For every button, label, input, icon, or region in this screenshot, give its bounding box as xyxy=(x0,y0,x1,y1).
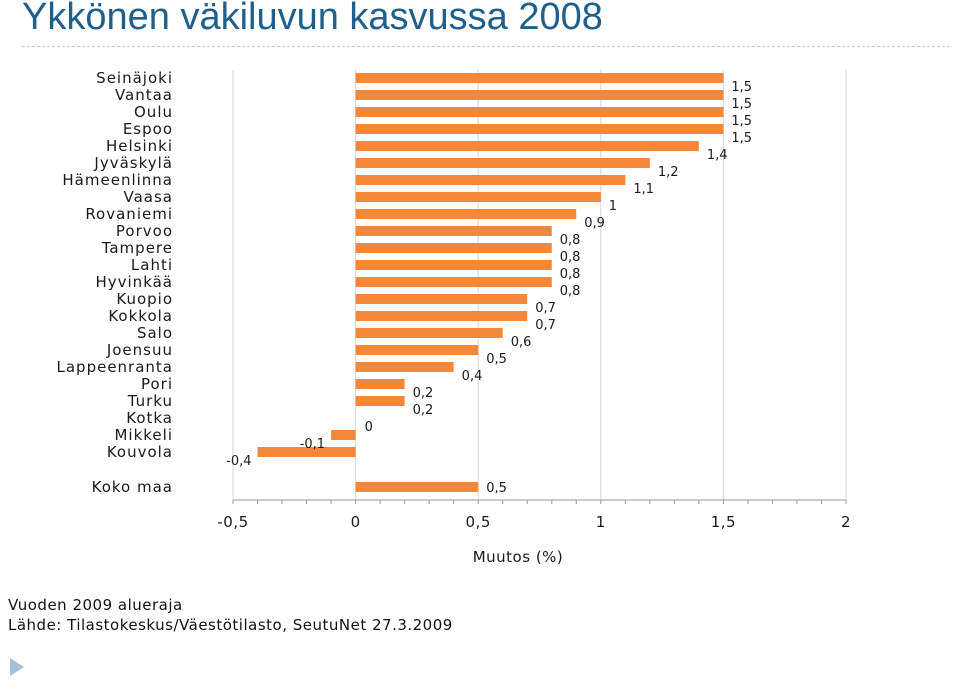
category-label: Pori xyxy=(141,375,173,393)
data-label: 0,8 xyxy=(560,284,581,299)
category-label: Tampere xyxy=(101,239,173,257)
x-tick-label: 0,5 xyxy=(466,513,491,531)
data-label: 1,5 xyxy=(731,97,752,112)
bar xyxy=(355,294,528,304)
source-note: Lähde: Tilastokeskus/Väestötilasto, Seut… xyxy=(8,616,453,634)
data-label: 0,5 xyxy=(486,481,507,496)
category-label: Hämeenlinna xyxy=(62,171,173,189)
data-label: 0,8 xyxy=(560,233,581,248)
category-label: Seinäjoki xyxy=(96,69,173,87)
x-tick-label: 1 xyxy=(596,513,606,531)
page-title: Ykkönen väkiluvun kasvussa 2008 xyxy=(22,0,603,38)
category-label: Lappeenranta xyxy=(57,358,174,376)
bar xyxy=(355,192,601,202)
bar xyxy=(355,482,479,492)
labels: -0,5 0 0,5 1 1,5 2 Seinäjoki 1,5 Vantaa 1,5 Oulu 1,… xyxy=(57,69,851,531)
category-label: Rovaniemi xyxy=(85,205,173,223)
bar xyxy=(257,447,356,457)
data-label: 0,2 xyxy=(413,386,434,401)
category-label: Salo xyxy=(137,324,173,342)
bar xyxy=(355,175,626,185)
bar-chart: -0,5 0 0,5 1 1,5 2 Seinäjoki 1,5 Vantaa 1,5 Oulu 1,… xyxy=(57,69,851,566)
data-label: 0,2 xyxy=(413,403,434,418)
data-label: 0,4 xyxy=(462,369,483,384)
category-label: Vaasa xyxy=(124,188,174,206)
category-label: Lahti xyxy=(131,256,173,274)
category-label: Vantaa xyxy=(115,86,173,104)
bar xyxy=(331,430,356,440)
bar xyxy=(355,124,724,134)
bar xyxy=(355,141,699,151)
data-label: -0,1 xyxy=(300,437,325,452)
category-label: Jyväskylä xyxy=(93,154,173,172)
bar xyxy=(355,90,724,100)
bar xyxy=(355,345,479,355)
category-label: Espoo xyxy=(123,120,173,138)
region-note: Vuoden 2009 alueraja xyxy=(8,596,183,614)
category-label: Hyvinkää xyxy=(95,273,173,291)
data-label: 1,4 xyxy=(707,148,728,163)
bar xyxy=(355,243,552,253)
data-label: 0 xyxy=(365,420,373,435)
bar xyxy=(355,107,724,117)
category-label: Porvoo xyxy=(116,222,173,240)
data-label: 1,5 xyxy=(731,80,752,95)
data-label: 0,8 xyxy=(560,267,581,282)
bar xyxy=(355,209,577,219)
bar xyxy=(355,277,552,287)
title-divider xyxy=(22,46,950,47)
category-label: Helsinki xyxy=(106,137,173,155)
bar xyxy=(355,158,650,168)
category-label: Kouvola xyxy=(107,443,173,461)
data-label: -0,4 xyxy=(226,454,251,469)
data-label: 1 xyxy=(609,199,617,214)
data-label: 1,5 xyxy=(731,131,752,146)
data-label: 1,1 xyxy=(633,182,654,197)
x-tick-label: 1,5 xyxy=(711,513,736,531)
x-axis-title: Muutos (%) xyxy=(473,548,564,566)
data-label: 1,2 xyxy=(658,165,679,180)
category-label: Kotka xyxy=(126,409,173,427)
bars xyxy=(257,73,724,492)
data-label: 0,8 xyxy=(560,250,581,265)
bar xyxy=(355,260,552,270)
category-label: Kokkola xyxy=(108,307,173,325)
category-label: Turku xyxy=(127,392,173,410)
category-label: Mikkeli xyxy=(114,426,173,444)
data-label: 0,6 xyxy=(511,335,532,350)
bar xyxy=(355,396,405,406)
data-label: 0,7 xyxy=(535,301,556,316)
bar xyxy=(355,311,528,321)
category-label: Joensuu xyxy=(106,341,173,359)
x-tick-label: 2 xyxy=(841,513,851,531)
bar xyxy=(355,328,503,338)
triangle-arrow-icon xyxy=(10,658,24,676)
bar xyxy=(355,362,454,372)
bar xyxy=(355,379,405,389)
category-label: Kuopio xyxy=(116,290,173,308)
data-label: 0,5 xyxy=(486,352,507,367)
bar xyxy=(355,226,552,236)
x-tick-label: 0 xyxy=(351,513,361,531)
bar xyxy=(355,73,724,83)
category-label: Oulu xyxy=(134,103,173,121)
data-label: 0,9 xyxy=(584,216,605,231)
data-label: 0,7 xyxy=(535,318,556,333)
x-tick-label: -0,5 xyxy=(217,513,248,531)
data-label: 1,5 xyxy=(731,114,752,129)
category-label: Koko maa xyxy=(92,478,173,496)
